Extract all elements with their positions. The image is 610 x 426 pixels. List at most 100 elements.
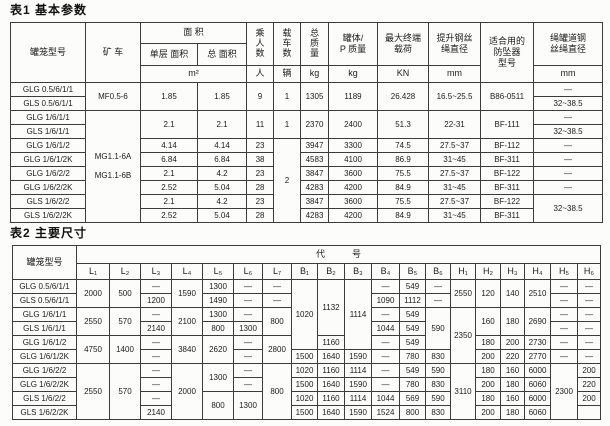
main-dimensions-table-cell: 200 bbox=[577, 391, 601, 406]
main-dimensions-table-cell: 180 bbox=[475, 391, 501, 406]
main-dimensions-table-cell: 200 bbox=[500, 335, 525, 350]
main-dimensions-table-cell: 549 bbox=[399, 335, 426, 350]
main-dimensions-table-header-cell: L₆ bbox=[233, 263, 263, 280]
main-dimensions-table-header-cell: B₆ bbox=[425, 263, 451, 280]
basic-params-table-row: GLG 1/6/1/1 MG1.1-6A MG1.1-6B 2.1 2.1 11 1 237… bbox=[10, 110, 604, 223]
main-dimensions-table-header-cell: H₁ bbox=[450, 263, 476, 280]
main-dimensions-table-cell: — bbox=[550, 293, 578, 308]
main-dimensions-table-row: L₁ L₂ L₃ L₄ L₅ L₆ L₇ B₁ B₂ B₃ B₄ B₅ B₆ H₁ H₂ H₃ H₄ H₅ H₆ bbox=[13, 263, 601, 280]
basic-params-table-head: 罐笼型号矿 车面 积乘 人 数载 车 数总 质 量罐体/ P 质量 最大终端 载荷… bbox=[10, 22, 604, 83]
main-dimensions-table-body: GLG 0.5/6/1/1 2000 500—1590 1300— —1020 1132 1… bbox=[12, 279, 601, 420]
main-dimensions-table-cell: 3840 bbox=[171, 335, 203, 364]
basic-params-table-cell: 6.84 bbox=[196, 152, 248, 167]
main-dimensions-table-cell: 1500 bbox=[291, 377, 318, 392]
basic-params-table-cell: BF-112 bbox=[480, 138, 535, 153]
basic-params-table-cell: 28 bbox=[246, 208, 275, 223]
main-dimensions-table-cell: 2000 bbox=[171, 363, 203, 420]
main-dimensions-table-cell: 569 bbox=[399, 391, 426, 406]
main-dimensions-table-cell: 2800 bbox=[262, 335, 292, 364]
basic-params-table-row: GLS 1/6/2/2 2.1 4.2 23 3847 3600 75.5 27.5~37 BF… bbox=[10, 194, 604, 223]
main-dimensions-table-header-cell: B₃ bbox=[344, 263, 372, 280]
basic-params-table-row: 罐笼型号矿 车面 积乘 人 数载 车 数总 质 量罐体/ P 质量 最大终端 载荷… bbox=[10, 22, 604, 83]
basic-params-table-header-cell: 最大终端 载荷 bbox=[377, 22, 430, 66]
basic-params-table-cell: 2.1 bbox=[196, 110, 248, 139]
basic-params-table-cell: 3600 bbox=[328, 194, 379, 209]
basic-params-table-header-cell: 辆 bbox=[273, 65, 302, 83]
main-dimensions-table-row: GLS 1/6/2/2K 2140 1500 1640 1590 1524 800 830 20… bbox=[12, 405, 601, 420]
main-dimensions-table-cell: 6060 bbox=[524, 405, 551, 420]
main-dimensions-table-cell: — bbox=[550, 279, 578, 294]
main-dimensions-table-cell: — bbox=[140, 377, 172, 392]
basic-params-table-cell: GLS 1/6/1/1 bbox=[10, 124, 86, 139]
basic-params-table-cell: 1 bbox=[273, 110, 302, 139]
main-dimensions-table-cell: 180 bbox=[475, 335, 501, 350]
main-dimensions-table-header-cell: H₃ bbox=[500, 263, 525, 280]
basic-params-table-row: GLG 1/6/1/2 4.14 4.14 23 2 3947 3300 74.5 27.5~3… bbox=[10, 138, 604, 223]
basic-params-table-cell: GLG 1/6/2/2K bbox=[10, 180, 86, 195]
basic-params-table-cell: 4583 bbox=[300, 152, 330, 167]
basic-params-table-cell: 2.1 bbox=[140, 194, 198, 209]
basic-params-table-cell: GLG 1/6/1/2 bbox=[10, 138, 86, 153]
basic-params-table-header-cell: 总 面积 bbox=[196, 43, 248, 66]
main-dimensions-table-cell: — bbox=[140, 391, 172, 406]
main-dimensions-table-cell: 830 bbox=[425, 405, 451, 420]
main-dimensions-table-cell: 180 bbox=[500, 405, 525, 420]
main-dimensions-table-cell: 2100 bbox=[171, 307, 203, 336]
main-dimensions-table-cell: — bbox=[371, 279, 400, 294]
main-dimensions-table-cell: 2620 bbox=[202, 335, 234, 364]
basic-params-table-cell: 3300 bbox=[328, 138, 379, 153]
basic-params-table-cell: — bbox=[533, 110, 604, 125]
main-dimensions-table-cell: 1640 bbox=[317, 349, 345, 364]
basic-params-table-cell: 4200 bbox=[328, 208, 379, 223]
main-dimensions-table-header-cell: B₁ bbox=[291, 263, 318, 280]
basic-params-table-cell: BF-311 bbox=[480, 180, 535, 195]
basic-params-table-header-cell: mm bbox=[428, 65, 482, 83]
basic-params-table-cell: 3847 bbox=[300, 194, 330, 209]
main-dimensions-table-row: GLS 1/6/2/2—800 1300 1020 1160 1114 1044 569 59… bbox=[12, 391, 601, 420]
main-dimensions-table-cell: 800 bbox=[202, 321, 234, 336]
main-dimensions-table-cell: — bbox=[577, 349, 601, 364]
main-dimensions-table-cell: 1160 bbox=[317, 391, 345, 406]
main-dimensions-table-header-cell: H₂ bbox=[475, 263, 501, 280]
main-dimensions-table-cell: GLS 0.5/6/1/1 bbox=[12, 293, 77, 308]
main-dimensions-table-cell: — bbox=[371, 377, 400, 392]
main-dimensions-table-header-cell: B₅ bbox=[399, 263, 426, 280]
main-dimensions-table-cell: 2550 bbox=[76, 307, 110, 336]
main-dimensions-table-cell: 549 bbox=[399, 363, 426, 378]
basic-params-table-cell: 27.5~37 bbox=[428, 194, 482, 209]
main-dimensions-table-cell: — bbox=[140, 363, 172, 378]
basic-params-table-cell: 4283 bbox=[300, 180, 330, 195]
main-dimensions-table-cell: 1020 bbox=[291, 279, 318, 350]
basic-params-table-cell: GLS 0.5/6/1/1 bbox=[10, 96, 86, 111]
basic-params-table-cell: 1305 bbox=[300, 82, 330, 111]
basic-params-table-cell: GLG 0.5/6/1/1 bbox=[10, 82, 86, 97]
main-dimensions-table-cell: 3110 bbox=[450, 363, 476, 420]
main-dimensions-table-cell: — bbox=[233, 363, 263, 378]
basic-params-table-cell: 22-31 bbox=[428, 110, 482, 139]
main-dimensions-table-cell: 1300 bbox=[202, 363, 234, 392]
main-dimensions-table-cell: — bbox=[577, 335, 601, 350]
basic-params-table-header-cell: 载 车 数 bbox=[273, 22, 302, 66]
main-dimensions-table-cell: — bbox=[577, 321, 601, 336]
basic-params-table-cell: 32~38.5 bbox=[533, 96, 604, 111]
basic-params-table-cell: 2.1 bbox=[140, 166, 198, 181]
basic-params-table-cell: 86.9 bbox=[377, 152, 430, 167]
main-dimensions-table-header-cell: L₄ bbox=[171, 263, 203, 280]
basic-params-table-cell: 23 bbox=[246, 138, 275, 153]
main-dimensions-table-cell: 500 bbox=[109, 279, 141, 308]
main-dimensions-table-row: GLG 1/6/2/2K — —1500 1640 1590—780 830 200 180 6… bbox=[12, 377, 601, 392]
basic-params-table-cell: MG1.1-6A MG1.1-6B bbox=[85, 110, 141, 223]
basic-params-table-row: GLG 1/6/1/2K 6.84 6.84 38 4583 4100 86.9 31~45 B… bbox=[10, 152, 604, 167]
basic-params-table-cell: — bbox=[533, 166, 604, 181]
main-dimensions-table-cell: 800 bbox=[399, 405, 426, 420]
main-dimensions-table-cell: 200 bbox=[475, 377, 501, 392]
basic-params-table-cell: 2.52 bbox=[140, 208, 198, 223]
basic-params-table-header-cell: 面 积 bbox=[139, 22, 248, 44]
main-dimensions-table-cell: — bbox=[371, 307, 400, 322]
basic-params-table-header-cell: 总 质 量 bbox=[300, 22, 330, 66]
main-dimensions-table-cell: 220 bbox=[500, 349, 525, 364]
basic-params-table-row: m² 人辆 kg kg KN mm mm bbox=[11, 65, 604, 83]
main-dimensions-table-cell: 2000 bbox=[76, 279, 110, 308]
basic-params-table-cell: 6.84 bbox=[140, 152, 198, 167]
basic-params-table-cell: B86-0511 bbox=[480, 82, 535, 111]
